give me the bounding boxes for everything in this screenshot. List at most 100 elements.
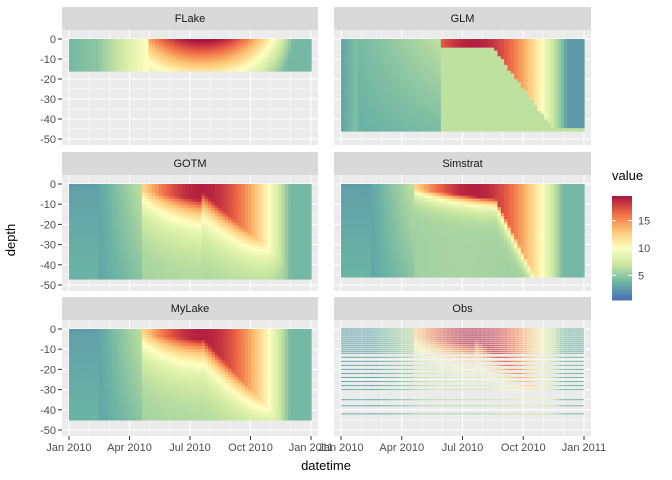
heatmap-tile [374, 87, 379, 92]
heatmap-tile [494, 119, 499, 123]
heatmap-tile [287, 44, 292, 46]
heatmap-tile [420, 90, 425, 95]
heatmap-tile [490, 59, 495, 63]
heatmap-tile [384, 122, 389, 126]
heatmap-tile [171, 50, 176, 52]
heatmap-tile [490, 108, 495, 112]
heatmap-tile [241, 41, 246, 43]
heatmap-tile [297, 59, 302, 61]
heatmap-tile [294, 60, 299, 62]
heatmap-tile [404, 110, 409, 115]
heatmap-tile [350, 79, 355, 83]
heatmap-tile [504, 67, 509, 72]
heatmap-tile [241, 65, 246, 67]
heatmap-tile [218, 65, 223, 67]
heatmap-tile [457, 82, 462, 86]
heatmap-tile [228, 60, 233, 62]
heatmap-tile [238, 54, 242, 56]
heatmap-tile [407, 39, 412, 43]
panel-glm: GLM [334, 7, 591, 145]
heatmap-tile [78, 68, 83, 70]
heatmap-tile [69, 70, 73, 72]
heatmap-tile [510, 44, 515, 49]
heatmap-tile [158, 61, 163, 63]
panel-flake: FLake [62, 7, 318, 145]
heatmap-tile [85, 49, 90, 51]
heatmap-tile [118, 56, 123, 58]
heatmap-tile [75, 41, 80, 43]
heatmap-tile [112, 65, 117, 67]
heatmap-tile [397, 113, 402, 118]
heatmap-tile [404, 41, 409, 46]
heatmap-tile [165, 59, 170, 61]
heatmap-tile [354, 67, 359, 72]
heatmap-tile [271, 50, 276, 52]
heatmap-tile [145, 58, 150, 60]
heatmap-tile [287, 46, 292, 48]
heatmap-tile [294, 70, 299, 72]
heatmap-tile [380, 64, 385, 69]
heatmap-tile [354, 105, 359, 109]
heatmap-tile [231, 46, 236, 48]
heatmap-tile [257, 58, 262, 60]
heatmap-tile [274, 69, 279, 71]
heatmap-tile [254, 45, 259, 47]
heatmap-tile [497, 44, 502, 49]
heatmap-tile [241, 47, 246, 49]
heatmap-tile [221, 51, 226, 53]
heatmap-tile [185, 54, 189, 56]
heatmap-tile [347, 128, 352, 132]
heatmap-tile [194, 43, 199, 45]
heatmap-tile [194, 46, 199, 48]
heatmap-tile [181, 46, 186, 48]
heatmap-tile [367, 44, 372, 49]
heatmap-tile [112, 49, 117, 51]
heatmap-tile [251, 52, 256, 54]
heatmap-tile [360, 59, 365, 63]
heatmap-tile [277, 56, 282, 58]
heatmap-tile [204, 59, 209, 61]
heatmap-tile [464, 96, 469, 100]
heatmap-tile [294, 51, 299, 53]
heatmap-tile [394, 116, 399, 121]
heatmap-tile [450, 67, 455, 72]
heatmap-tile [370, 47, 375, 52]
heatmap-tile [434, 93, 439, 98]
heatmap-tile [424, 62, 429, 66]
heatmap-tile [510, 108, 515, 112]
heatmap-tile [108, 50, 113, 52]
heatmap-tile [148, 55, 153, 57]
heatmap-tile [417, 116, 422, 121]
heatmap-tile [118, 66, 123, 68]
heatmap-tile [82, 55, 87, 57]
heatmap-tile [261, 65, 266, 67]
heatmap-tile [450, 105, 455, 109]
heatmap-tile [354, 110, 359, 115]
heatmap-tile [168, 41, 173, 43]
heatmap-tile [414, 96, 419, 100]
heatmap-tile [291, 66, 296, 68]
heatmap-tile [520, 102, 525, 106]
heatmap-tile [400, 64, 405, 69]
heatmap-tile [211, 62, 216, 64]
heatmap-tile [151, 67, 156, 69]
heatmap-tile [420, 105, 425, 109]
heatmap-tile [397, 41, 402, 46]
heatmap-tile [274, 39, 279, 41]
heatmap-tile [248, 52, 252, 54]
heatmap-tile [105, 54, 110, 56]
heatmap-tile [420, 56, 425, 60]
heatmap-tile [151, 64, 156, 66]
heatmap-tile [281, 67, 286, 69]
heatmap-tile [92, 64, 97, 66]
heatmap-tile [294, 53, 299, 55]
heatmap-tile [211, 41, 216, 43]
heatmap-tile [367, 87, 372, 92]
heatmap-tile [281, 68, 286, 70]
heatmap-tile [447, 70, 452, 75]
heatmap-tile [171, 69, 176, 71]
heatmap-tile [92, 50, 97, 52]
heatmap-tile [115, 69, 120, 71]
heatmap-tile [194, 55, 199, 57]
heatmap-tile [201, 69, 206, 71]
